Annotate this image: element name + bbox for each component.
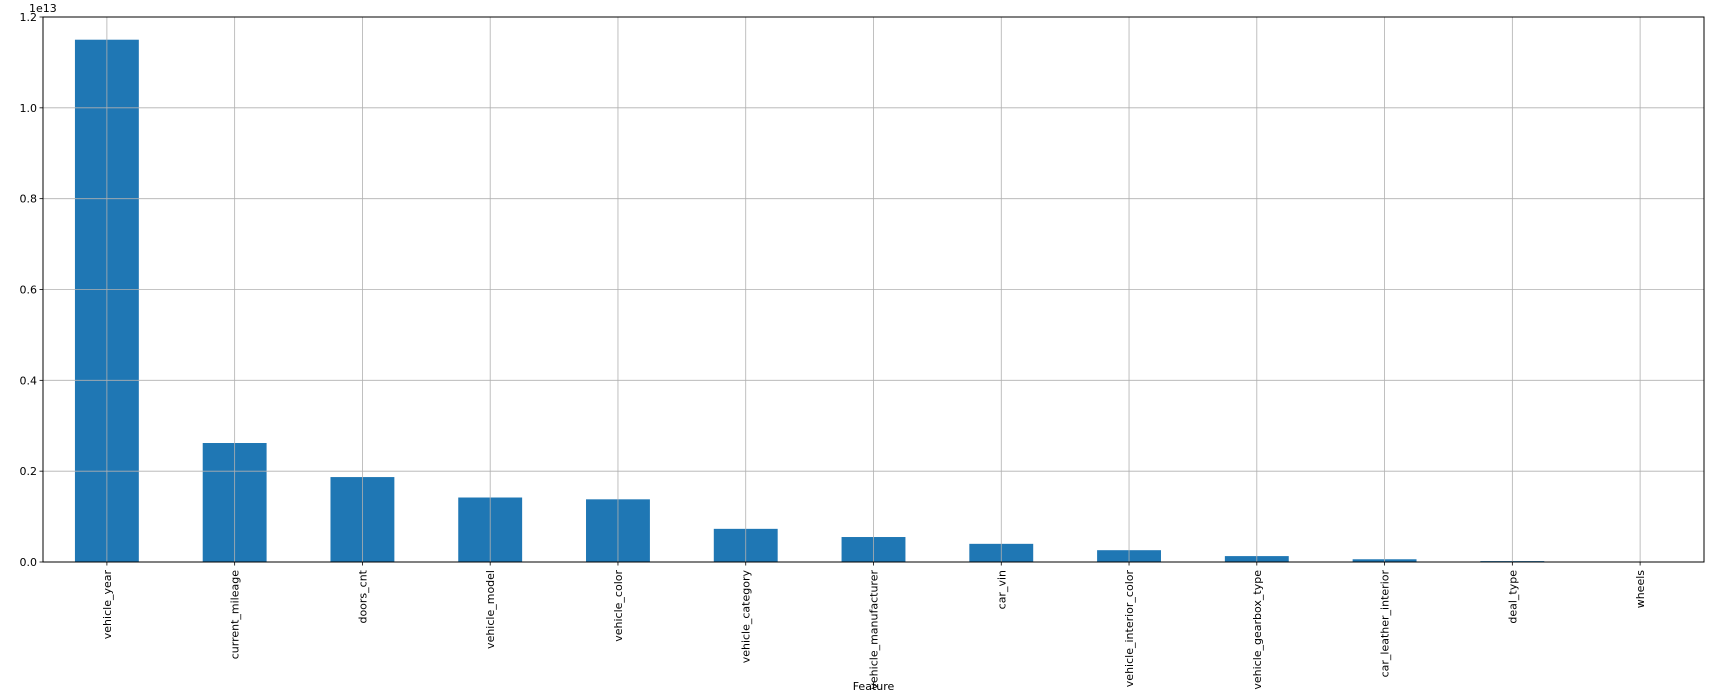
x-tick-label: doors_cnt — [356, 569, 369, 623]
x-tick-label: vehicle_model — [484, 570, 497, 649]
x-axis-ticks: vehicle_year current_mileage doors_cnt vehi… — [101, 562, 1647, 690]
x-tick-label: car_leather_interior — [1379, 570, 1392, 678]
x-tick-label: vehicle_color — [612, 570, 625, 642]
x-tick-label: vehicle_gearbox_type — [1251, 570, 1264, 690]
x-tick-label: vehicle_interior_color — [1123, 570, 1136, 688]
x-tick-label: vehicle_manufacturer — [868, 570, 881, 690]
x-tick-label: current_mileage — [229, 570, 242, 660]
y-offset-label: 1e13 — [29, 2, 57, 15]
x-tick-label: deal_type — [1506, 570, 1519, 624]
x-tick-label: vehicle_year — [101, 570, 114, 640]
y-tick-label: 0.6 — [20, 284, 38, 297]
x-tick-label: car_vin — [995, 570, 1008, 609]
y-tick-label: 1.2 — [20, 11, 38, 24]
x-tick-label: vehicle_category — [740, 570, 753, 664]
x-tick-label: wheels — [1634, 570, 1647, 609]
y-tick-label: 0.0 — [20, 556, 38, 569]
y-tick-label: 1.0 — [20, 102, 38, 115]
y-tick-label: 0.2 — [20, 465, 38, 478]
y-axis-ticks: 0.0 0.2 0.4 0.6 0.8 1.0 1.2 — [20, 11, 43, 569]
y-tick-label: 0.8 — [20, 193, 38, 206]
x-axis-label: Feature — [853, 680, 895, 693]
y-tick-label: 0.4 — [20, 374, 38, 387]
grid-lines-front — [43, 16, 1704, 563]
